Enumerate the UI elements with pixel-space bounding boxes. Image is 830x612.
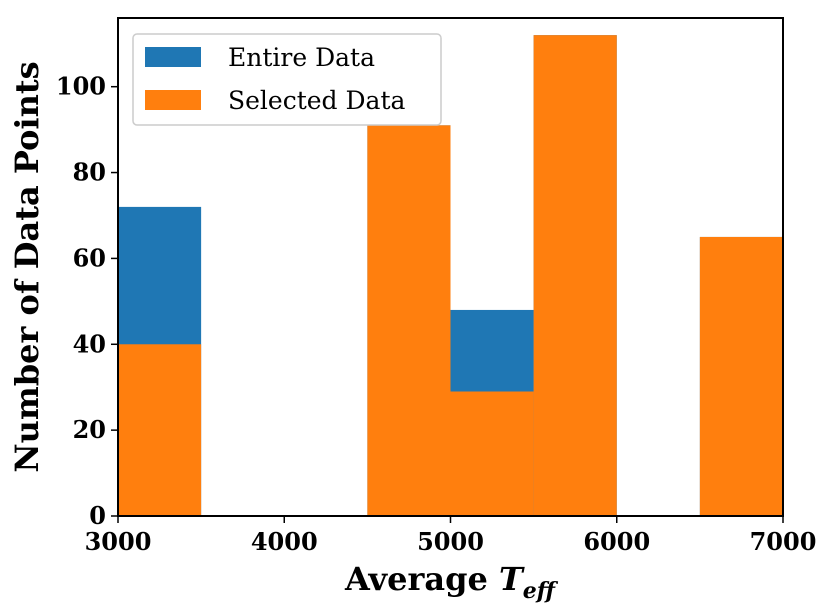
y-axis-label: Number of Data Points [8,61,46,472]
bar-selected-6500 [699,236,783,516]
legend-swatch-entire [145,47,201,67]
y-tick-label: 0 [89,501,106,530]
bar-selected-3000 [118,344,202,516]
y-tick-label: 100 [56,72,106,101]
x-axis-label: Average Teff [344,560,559,604]
y-tick-label: 60 [73,243,106,272]
y-tick-label: 40 [73,329,106,358]
legend-label-entire: Entire Data [228,43,375,72]
x-tick-label: 5000 [417,527,484,556]
legend-box [132,33,442,126]
x-tick-label: 3000 [85,527,152,556]
x-tick-label: 4000 [251,527,318,556]
x-axis-ticks: 3000 4000 5000 6000 7000 [85,516,817,556]
y-tick-label: 20 [73,415,106,444]
series-selected-data [118,35,783,517]
x-tick-label: 7000 [750,527,817,556]
y-axis-ticks: 0 20 40 60 80 100 [56,72,118,530]
bar-selected-5000 [450,391,534,516]
y-tick-label: 80 [73,158,106,187]
bar-selected-5500 [533,35,617,516]
legend-label-selected: Selected Data [228,86,406,115]
legend: Entire Data Selected Data [132,33,442,126]
x-tick-label: 6000 [583,527,650,556]
legend-swatch-selected [145,90,201,110]
bar-selected-4500 [367,125,451,517]
